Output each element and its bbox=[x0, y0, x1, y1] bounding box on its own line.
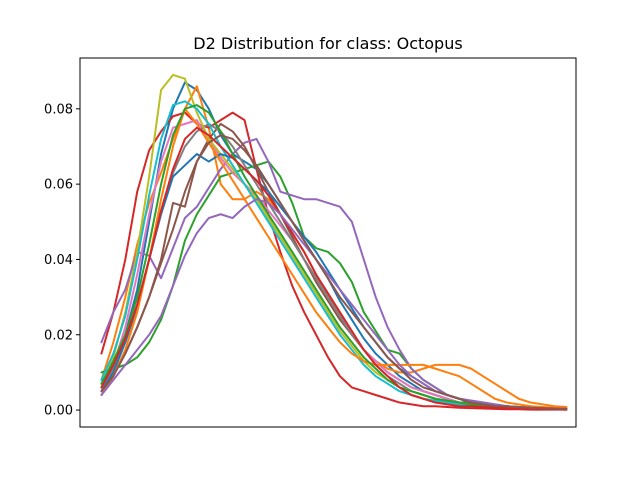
series-line-15 bbox=[100, 198, 568, 410]
series-layer bbox=[100, 73, 568, 411]
series-line-4 bbox=[100, 111, 568, 411]
series-line-14 bbox=[100, 126, 568, 411]
chart-title: D2 Distribution for class: Octopus bbox=[193, 34, 462, 53]
y-tick-label: 0.08 bbox=[44, 102, 73, 117]
y-tick-label: 0.00 bbox=[44, 404, 73, 419]
y-axis: 0.00 0.02 0.04 0.06 0.08 bbox=[44, 102, 80, 419]
plot-frame bbox=[79, 57, 577, 428]
y-tick-label: 0.04 bbox=[44, 253, 73, 268]
y-tick-label: 0.06 bbox=[44, 178, 73, 193]
series-line-16 bbox=[100, 134, 568, 410]
y-tick-label: 0.02 bbox=[44, 328, 73, 343]
series-line-12 bbox=[100, 107, 568, 410]
